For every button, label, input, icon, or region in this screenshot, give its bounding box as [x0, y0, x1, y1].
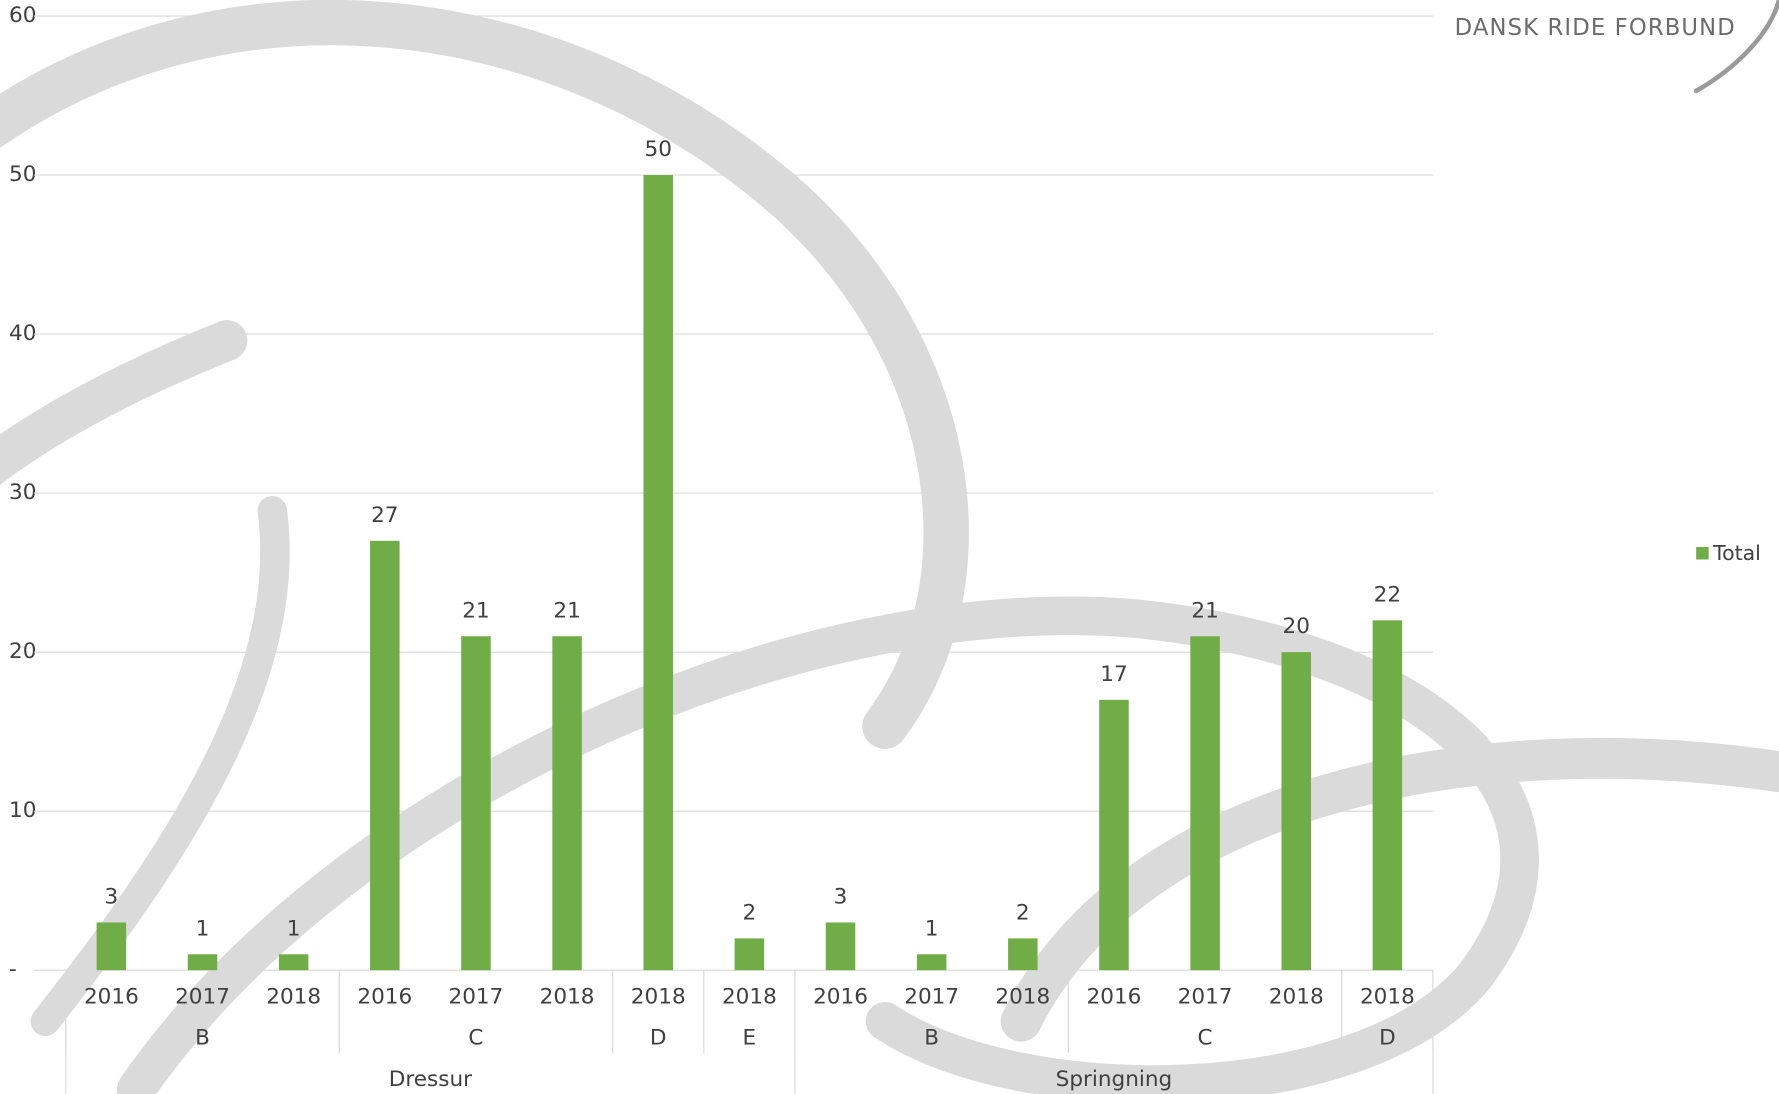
- x-group-label: Dressur: [389, 1067, 472, 1092]
- y-tick-label: 20: [9, 639, 36, 664]
- y-tick-label: 40: [9, 321, 36, 346]
- bar: [1008, 938, 1038, 971]
- bar: [825, 922, 856, 971]
- x-tick-label: 2018: [995, 984, 1050, 1009]
- data-label: 50: [645, 137, 672, 162]
- data-label: 20: [1283, 614, 1310, 639]
- x-group-label: Springning: [1056, 1067, 1173, 1092]
- data-label: 21: [1191, 598, 1218, 623]
- bar: [370, 540, 400, 971]
- data-label: 1: [287, 916, 301, 941]
- x-tick-label: 2018: [631, 984, 686, 1009]
- y-tick-label: 30: [9, 480, 36, 505]
- bar: [643, 175, 673, 971]
- x-tick-label: 2017: [449, 984, 504, 1009]
- y-tick-label: 50: [9, 162, 36, 187]
- brand: DANSK RIDE FORBUND: [1455, 15, 1736, 41]
- data-label: 21: [553, 598, 580, 623]
- data-label: 21: [462, 598, 489, 623]
- x-group-label: E: [743, 1025, 757, 1050]
- x-tick-label: 2018: [722, 984, 777, 1009]
- x-group-label: D: [1379, 1025, 1396, 1050]
- bar: [187, 954, 218, 971]
- bar: [552, 636, 582, 971]
- x-group-label: D: [650, 1025, 667, 1050]
- x-tick-label: 2018: [540, 984, 595, 1009]
- legend-label: Total: [1712, 541, 1761, 565]
- bar: [734, 938, 765, 971]
- x-group-label: C: [1198, 1025, 1213, 1050]
- data-label: 3: [834, 885, 848, 910]
- x-tick-label: 2017: [904, 984, 959, 1009]
- y-tick-label: 60: [9, 3, 36, 28]
- x-group-label: C: [468, 1025, 483, 1050]
- x-group-label: B: [924, 1025, 939, 1050]
- x-tick-label: 2018: [1269, 984, 1324, 1009]
- x-tick-label: 2016: [1087, 984, 1142, 1009]
- bar: [1190, 636, 1220, 971]
- x-group-label: B: [195, 1025, 210, 1050]
- data-label: 3: [105, 885, 119, 910]
- bar: [916, 954, 947, 971]
- x-tick-label: 2016: [813, 984, 868, 1009]
- y-tick-label: -: [9, 957, 17, 982]
- x-tick-label: 2016: [357, 984, 412, 1009]
- bar: [1372, 620, 1403, 971]
- bar: [1099, 699, 1129, 971]
- x-tick-label: 2016: [84, 984, 139, 1009]
- data-label: 27: [371, 503, 398, 528]
- y-tick-label: 10: [9, 798, 36, 823]
- x-tick-label: 2018: [1360, 984, 1415, 1009]
- data-label: 1: [925, 916, 939, 941]
- data-label: 2: [1016, 900, 1030, 925]
- data-label: 1: [196, 916, 210, 941]
- x-tick-label: 2017: [175, 984, 230, 1009]
- bar: [1281, 652, 1311, 971]
- data-label: 17: [1100, 662, 1127, 687]
- bar: [461, 636, 491, 971]
- data-label: 22: [1374, 582, 1401, 607]
- bar: [278, 954, 309, 971]
- x-tick-label: 2017: [1178, 984, 1233, 1009]
- legend-swatch: [1696, 547, 1709, 560]
- data-label: 2: [743, 900, 757, 925]
- x-tick-label: 2018: [266, 984, 321, 1009]
- bar: [96, 922, 127, 971]
